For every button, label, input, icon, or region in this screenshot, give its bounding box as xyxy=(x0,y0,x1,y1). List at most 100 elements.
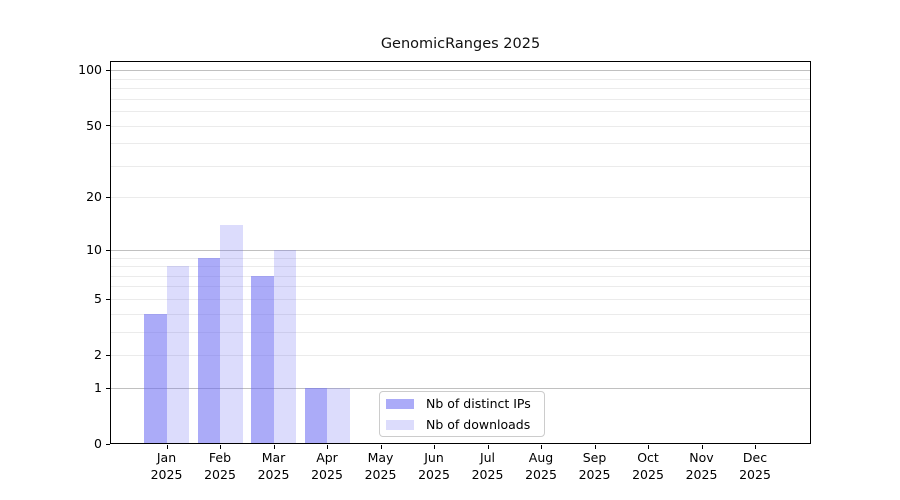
y-tickmark-20 xyxy=(106,197,110,198)
legend: Nb of distinct IPs Nb of downloads xyxy=(379,391,545,437)
x-tick-month: Aug xyxy=(528,450,554,465)
x-tick-label-aug: Aug 2025 xyxy=(511,450,571,483)
x-tickmark-nov xyxy=(702,445,703,449)
y-tickmark-100 xyxy=(106,70,110,71)
x-tick-year: 2025 xyxy=(150,466,183,482)
y-gridline-minor xyxy=(110,98,811,100)
x-tick-year: 2025 xyxy=(525,466,557,482)
x-tick-year: 2025 xyxy=(204,466,236,482)
legend-swatch-downloads xyxy=(386,419,414,430)
plot-area xyxy=(110,61,811,444)
y-tickmark-5 xyxy=(106,299,110,300)
y-tickmark-1 xyxy=(106,388,110,389)
y-gridline-minor xyxy=(110,313,811,315)
x-tick-year: 2025 xyxy=(632,466,664,482)
y-gridline-minor xyxy=(110,286,811,288)
x-tick-label-may: May 2025 xyxy=(351,450,411,483)
y-gridline-minor xyxy=(110,88,811,89)
y-tick-label-5: 5 xyxy=(94,290,102,306)
x-tickmark-dec xyxy=(755,445,756,449)
y-gridline-minor xyxy=(110,143,811,145)
x-tick-month: Oct xyxy=(637,450,659,465)
legend-item-downloads: Nb of downloads xyxy=(386,416,544,433)
bar-feb-downloads xyxy=(220,224,243,444)
y-gridline-minor xyxy=(110,331,811,333)
y-gridline-minor xyxy=(110,266,811,267)
bar-apr-distinct-ips xyxy=(304,387,327,444)
x-tickmark-jul xyxy=(488,445,489,449)
x-tick-month: Sep xyxy=(582,450,607,465)
legend-label-downloads: Nb of downloads xyxy=(426,417,531,432)
x-tick-month: Jul xyxy=(479,450,496,465)
x-tick-year: 2025 xyxy=(257,466,290,482)
bar-jan-downloads xyxy=(166,266,189,444)
x-tick-label-feb: Feb 2025 xyxy=(190,450,250,483)
y-gridline-major xyxy=(110,70,811,72)
y-gridline-minor xyxy=(110,110,811,112)
x-tick-label-mar: Mar 2025 xyxy=(244,450,304,483)
y-gridline-minor xyxy=(110,298,811,300)
y-gridline-major xyxy=(110,387,811,389)
y-tick-label-50: 50 xyxy=(86,117,102,133)
x-tick-month: Jun xyxy=(424,450,444,465)
x-tick-year: 2025 xyxy=(578,466,611,482)
bar-mar-downloads xyxy=(273,249,296,444)
x-tick-year: 2025 xyxy=(471,466,504,482)
x-tick-label-nov: Nov 2025 xyxy=(672,450,732,483)
y-tickmark-10 xyxy=(106,250,110,251)
x-tick-month: May xyxy=(367,450,394,465)
x-tickmark-mar xyxy=(274,445,275,449)
x-tickmark-oct xyxy=(648,445,649,449)
x-tickmark-sep xyxy=(595,445,596,449)
x-tickmark-aug xyxy=(541,445,542,449)
x-tick-month: Jan xyxy=(156,450,177,465)
x-tickmark-may xyxy=(381,445,382,449)
y-tick-label-10: 10 xyxy=(86,241,102,257)
x-tick-year: 2025 xyxy=(418,466,450,482)
bar-jan-distinct-ips xyxy=(144,313,167,444)
x-tick-month: Apr xyxy=(316,450,338,465)
y-gridline-minor xyxy=(110,197,811,199)
x-tick-label-jan: Jan 2025 xyxy=(137,450,197,483)
y-gridline-major xyxy=(110,249,811,251)
y-tick-label-1: 1 xyxy=(94,379,102,395)
bar-mar-distinct-ips xyxy=(251,275,274,444)
x-tick-month: Mar xyxy=(261,450,286,465)
x-tickmark-jun xyxy=(434,445,435,449)
y-gridline-minor xyxy=(110,355,811,356)
x-tick-label-dec: Dec 2025 xyxy=(725,450,785,483)
x-tick-month: Nov xyxy=(689,450,714,465)
y-tick-label-20: 20 xyxy=(86,189,102,205)
legend-swatch-distinct-ips xyxy=(386,398,414,409)
y-tickmark-2 xyxy=(106,355,110,356)
y-tick-label-100: 100 xyxy=(78,62,102,78)
x-tickmark-feb xyxy=(220,445,221,449)
y-tickmark-0 xyxy=(106,444,110,445)
bar-feb-distinct-ips xyxy=(197,257,220,444)
y-tickmark-50 xyxy=(106,125,110,126)
x-tick-year: 2025 xyxy=(685,466,718,482)
x-tick-label-jul: Jul 2025 xyxy=(458,450,518,483)
y-gridline-minor xyxy=(110,257,811,259)
x-tick-label-jun: Jun 2025 xyxy=(404,450,464,483)
x-tickmark-jan xyxy=(167,445,168,449)
bar-apr-downloads xyxy=(327,387,350,444)
chart-title: GenomicRanges 2025 xyxy=(380,36,541,52)
legend-label-distinct-ips: Nb of distinct IPs xyxy=(426,396,531,411)
y-tick-label-0: 0 xyxy=(94,436,102,451)
x-tick-month: Feb xyxy=(208,450,232,465)
y-gridline-minor xyxy=(110,165,811,167)
x-tick-month: Dec xyxy=(742,450,768,465)
y-gridline-minor xyxy=(110,275,811,277)
x-tick-label-oct: Oct 2025 xyxy=(618,450,678,483)
y-tick-label-2: 2 xyxy=(94,347,102,362)
x-tick-year: 2025 xyxy=(364,466,397,482)
x-tick-year: 2025 xyxy=(739,466,771,482)
x-tick-label-apr: Apr 2025 xyxy=(297,450,357,483)
x-tickmark-apr xyxy=(327,445,328,449)
legend-item-distinct-ips: Nb of distinct IPs xyxy=(386,395,544,412)
y-gridline-minor xyxy=(110,78,811,80)
x-tick-year: 2025 xyxy=(311,466,343,482)
x-tick-label-sep: Sep 2025 xyxy=(565,450,625,483)
